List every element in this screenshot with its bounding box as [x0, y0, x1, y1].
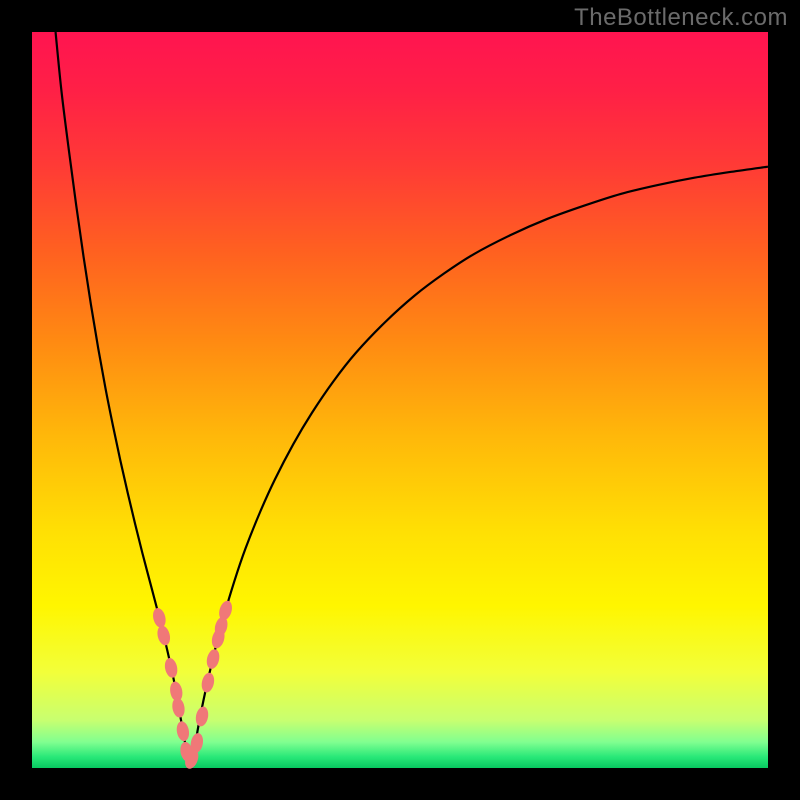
- stage: TheBottleneck.com: [0, 0, 800, 800]
- bottleneck-chart: [0, 0, 800, 800]
- plot-background: [32, 32, 768, 768]
